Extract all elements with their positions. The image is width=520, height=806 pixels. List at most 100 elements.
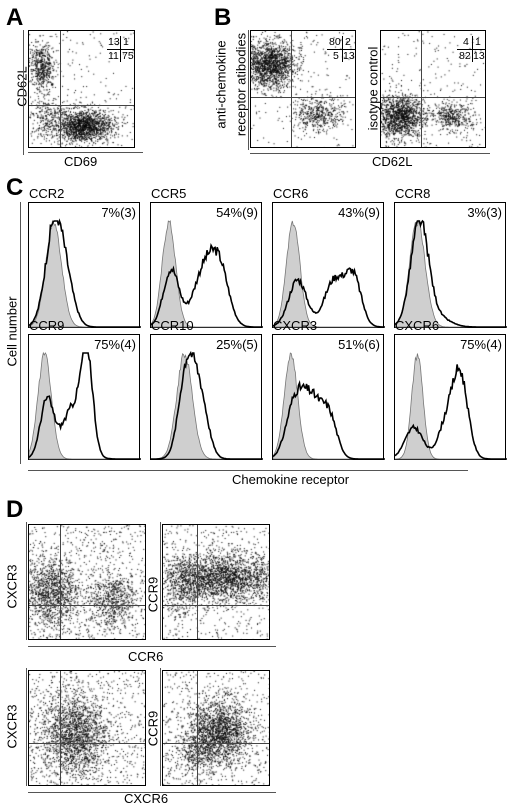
- panel-c-xlabel: Chemokine receptor: [232, 472, 350, 487]
- panel-b1-quadrant-ll: 5: [333, 50, 339, 62]
- histogram-curves: [395, 219, 507, 328]
- panel-b1-quadrant-vline: [291, 31, 292, 147]
- histogram-title: CCR9: [29, 318, 65, 333]
- receptor-histogram: [29, 352, 141, 460]
- panel-b2-quadrant-vline: [421, 31, 422, 147]
- isotype-histogram: [151, 353, 263, 460]
- panel-d-dotplot-cxcr6-cxcr3: [28, 670, 146, 786]
- receptor-histogram: [151, 243, 263, 328]
- panel-d-row2-xlabel: CXCR6: [124, 791, 169, 806]
- panel-b2-quadrant-ur: 1: [475, 36, 481, 48]
- isotype-histogram: [151, 220, 263, 328]
- histogram-ccr6: [272, 202, 385, 328]
- histogram-title: CCR6: [273, 186, 309, 201]
- histogram-title: CCR5: [151, 186, 187, 201]
- panel-b2-quad-divider-h: [457, 49, 485, 50]
- panel-d3-quadrant-vline: [60, 671, 61, 785]
- histogram-title: CCR8: [395, 186, 431, 201]
- receptor-histogram: [273, 267, 385, 328]
- histogram-title: CXCR3: [273, 318, 318, 333]
- histogram-title: CXCR6: [395, 318, 440, 333]
- histogram-curves: [151, 350, 263, 460]
- panel-d-row1-xlabel: CCR6: [128, 649, 164, 664]
- panel-b2-quadrant-hline: [381, 97, 485, 98]
- panel-b1-quadrant-hline: [251, 97, 355, 98]
- histogram-cxcr6: [394, 334, 507, 460]
- panel-d2-quadrant-hline: [163, 605, 269, 606]
- panel-a-quadrant-lr: 75: [122, 50, 134, 62]
- panel-b1-quadrant-lr: 13: [343, 50, 355, 62]
- histogram-title: CCR2: [29, 186, 65, 201]
- panel-d4-dots: [163, 671, 269, 785]
- histogram-percentage: 7%(3): [101, 205, 136, 220]
- panel-d-row2-x-arrow: [28, 792, 276, 793]
- panel-b1-quad-divider-h: [327, 49, 355, 50]
- receptor-histogram: [29, 218, 141, 328]
- panel-a-dots: [29, 31, 134, 147]
- histogram-title: CCR10: [151, 318, 194, 333]
- panel-b1-quadrant-ur: 2: [345, 36, 351, 48]
- panel-d1-dots: [29, 525, 145, 639]
- panel-b-y-arrow: [248, 30, 249, 150]
- panel-d2-quadrant-vline: [197, 525, 198, 639]
- panel-a-quadrant-ll: 11: [108, 50, 119, 62]
- histogram-ccr9: [28, 334, 141, 460]
- panel-d2-dots: [163, 525, 269, 639]
- panel-b-xlabel: CD62L: [372, 154, 413, 169]
- panel-c-x-arrow: [28, 470, 468, 471]
- panel-d-row2-left-y-arrow: [26, 668, 27, 786]
- panel-d-row1-ylabel-right: CCR9: [145, 576, 161, 613]
- panel-d-row1-left-y-arrow: [26, 522, 27, 640]
- histogram-ccr5: [150, 202, 263, 328]
- panel-d-dotplot-ccr6-ccr9: [162, 524, 270, 640]
- panel-letter-c: C: [6, 174, 24, 201]
- panel-a-quadrant-vline: [60, 31, 61, 147]
- panel-d-dotplot-ccr6-cxcr3: [28, 524, 146, 640]
- panel-b-dotplot-isotype: 4 1 82 13: [380, 30, 486, 148]
- panel-a-ylabel: CD62L: [14, 66, 30, 107]
- panel-c-ylabel: Cell number: [4, 296, 20, 367]
- panel-d-row2-ylabel-right: CCR9: [145, 710, 161, 747]
- histogram-curves: [29, 218, 141, 328]
- panel-b2-quadrant-ul: 4: [463, 36, 469, 48]
- isotype-histogram: [29, 351, 141, 460]
- histogram-curves: [395, 353, 507, 460]
- panel-a-y-arrow: [23, 30, 24, 155]
- histogram-curves: [151, 220, 263, 328]
- panel-letter-a: A: [6, 4, 24, 31]
- receptor-histogram: [273, 379, 385, 460]
- panel-c-y-arrow: [20, 202, 21, 464]
- receptor-histogram: [395, 219, 507, 328]
- histogram-percentage: 3%(3): [467, 205, 502, 220]
- isotype-histogram: [395, 219, 507, 328]
- panel-b2-quadrant-lr: 13: [473, 50, 485, 62]
- histogram-percentage: 25%(5): [216, 337, 258, 352]
- panel-b-isotype-dots: [381, 31, 485, 147]
- panel-a-x-arrow: [28, 152, 143, 153]
- panel-d-row2-ylabel-left: CXCR3: [4, 704, 20, 749]
- panel-letter-d: D: [6, 496, 24, 523]
- isotype-histogram: [273, 220, 385, 328]
- panel-a-xlabel: CD69: [64, 154, 98, 169]
- histogram-ccr2: [28, 202, 141, 328]
- panel-b-dotplot-antibody: 80 2 5 13: [250, 30, 356, 148]
- panel-b1-quadrant-ul: 80: [329, 36, 341, 48]
- panel-b-plot1-label-line1: anti-chemokine: [213, 40, 229, 129]
- panel-d3-dots: [29, 671, 145, 785]
- panel-letter-b: B: [214, 4, 232, 31]
- histogram-percentage: 75%(4): [94, 337, 136, 352]
- panel-d1-quadrant-hline: [29, 605, 145, 606]
- panel-b-plot2-label: isotype control: [365, 46, 381, 131]
- isotype-histogram: [29, 219, 141, 328]
- panel-d3-quadrant-hline: [29, 743, 145, 744]
- histogram-percentage: 75%(4): [460, 337, 502, 352]
- panel-a-quadrant-ur: 1: [123, 36, 129, 48]
- histogram-percentage: 51%(6): [338, 337, 380, 352]
- panel-a-dotplot: 13 1 11 75: [28, 30, 135, 148]
- panel-b-antibody-dots: [251, 31, 355, 147]
- panel-a-quad-divider-h: [107, 49, 134, 50]
- histogram-percentage: 54%(9): [216, 205, 258, 220]
- histogram-curves: [29, 351, 141, 460]
- histogram-ccr8: [394, 202, 507, 328]
- panel-d-row2-right-y-arrow: [160, 668, 161, 786]
